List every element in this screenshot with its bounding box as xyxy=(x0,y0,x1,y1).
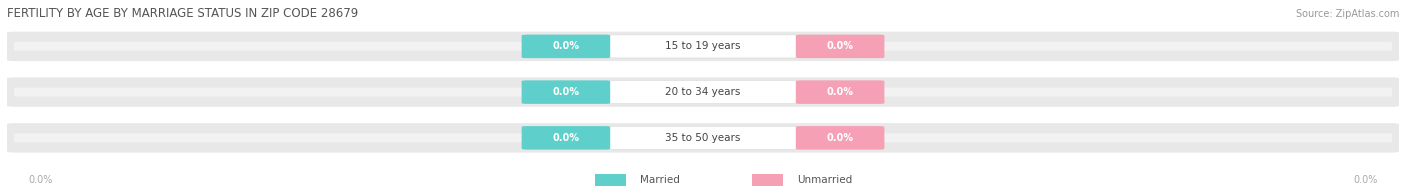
FancyBboxPatch shape xyxy=(522,126,610,150)
Text: FERTILITY BY AGE BY MARRIAGE STATUS IN ZIP CODE 28679: FERTILITY BY AGE BY MARRIAGE STATUS IN Z… xyxy=(7,7,359,20)
Text: 35 to 50 years: 35 to 50 years xyxy=(665,133,741,143)
FancyBboxPatch shape xyxy=(796,126,884,150)
FancyBboxPatch shape xyxy=(14,42,1392,51)
Text: Married: Married xyxy=(640,175,679,185)
FancyBboxPatch shape xyxy=(607,126,799,149)
Text: Unmarried: Unmarried xyxy=(797,175,852,185)
FancyBboxPatch shape xyxy=(796,35,884,58)
Text: 0.0%: 0.0% xyxy=(553,41,579,51)
FancyBboxPatch shape xyxy=(796,80,884,104)
Text: 0.0%: 0.0% xyxy=(553,87,579,97)
FancyBboxPatch shape xyxy=(607,81,799,104)
FancyBboxPatch shape xyxy=(7,77,1399,107)
Text: 0.0%: 0.0% xyxy=(553,133,579,143)
FancyBboxPatch shape xyxy=(14,133,1392,142)
Text: 20 to 34 years: 20 to 34 years xyxy=(665,87,741,97)
FancyBboxPatch shape xyxy=(522,80,610,104)
FancyBboxPatch shape xyxy=(752,174,783,186)
Text: 0.0%: 0.0% xyxy=(28,175,52,185)
FancyBboxPatch shape xyxy=(595,174,626,186)
Text: 0.0%: 0.0% xyxy=(827,87,853,97)
FancyBboxPatch shape xyxy=(522,35,610,58)
Text: Source: ZipAtlas.com: Source: ZipAtlas.com xyxy=(1295,9,1399,19)
Text: 0.0%: 0.0% xyxy=(827,133,853,143)
Text: 15 to 19 years: 15 to 19 years xyxy=(665,41,741,51)
Text: 0.0%: 0.0% xyxy=(827,41,853,51)
FancyBboxPatch shape xyxy=(14,88,1392,97)
FancyBboxPatch shape xyxy=(7,123,1399,152)
FancyBboxPatch shape xyxy=(607,35,799,58)
Text: 0.0%: 0.0% xyxy=(1354,175,1378,185)
FancyBboxPatch shape xyxy=(7,32,1399,61)
